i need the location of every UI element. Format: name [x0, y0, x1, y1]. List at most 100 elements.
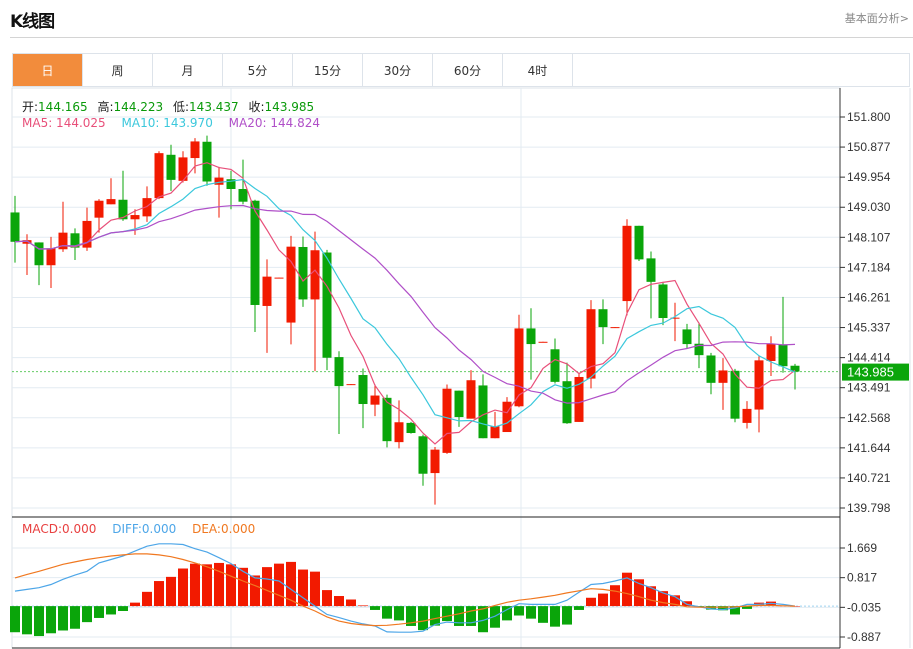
- candle: [634, 225, 644, 261]
- candle-body: [274, 277, 284, 279]
- macd-bar: [706, 606, 716, 610]
- ma5-legend: MA5: 144.025: [22, 116, 106, 130]
- candle-body: [346, 384, 356, 386]
- price-tick-label: 145.337: [847, 321, 891, 335]
- price-tick-label: 140.721: [847, 471, 891, 485]
- current-price-label: 143.985: [847, 365, 894, 380]
- candle: [394, 400, 404, 449]
- candle-body: [166, 154, 176, 180]
- candle-body: [634, 225, 644, 260]
- macd-legend: MACD:0.000 DIFF:0.000 DEA:0.000: [22, 522, 261, 536]
- candle-body: [22, 240, 32, 244]
- macd-bar: [670, 595, 680, 607]
- macd-bar: [682, 601, 692, 607]
- candle: [586, 300, 596, 389]
- macd-tick-label: -0.887: [847, 630, 881, 644]
- candle: [22, 234, 32, 276]
- page-title: K线图: [10, 12, 55, 32]
- tab-week[interactable]: 周: [83, 54, 153, 86]
- candle: [778, 296, 788, 373]
- price-tick-label: 141.644: [847, 441, 891, 455]
- macd-bar: [466, 606, 476, 626]
- macd-bar: [166, 576, 176, 607]
- diff-line: [14, 543, 796, 633]
- candle: [274, 277, 284, 279]
- candle-body: [106, 199, 116, 205]
- candle: [574, 372, 584, 422]
- candle: [154, 151, 164, 200]
- macd-bar: [526, 606, 536, 619]
- tab-4hour[interactable]: 4时: [503, 54, 573, 86]
- candle: [106, 178, 116, 205]
- macd-bar: [46, 606, 56, 634]
- ma10-legend: MA10: 143.970: [121, 116, 213, 130]
- price-tick-label: 144.414: [847, 351, 891, 365]
- candle-body: [298, 246, 308, 300]
- macd-tick-label: 1.669: [847, 541, 877, 555]
- macd-bar: [346, 599, 356, 607]
- macd-bar: [394, 606, 404, 621]
- macd-bar: [154, 581, 164, 607]
- candle: [322, 249, 332, 371]
- macd-bar: [742, 606, 752, 609]
- macd-bar: [550, 606, 560, 627]
- candle-body: [130, 215, 140, 220]
- candle: [442, 384, 452, 454]
- candle-body: [394, 422, 404, 443]
- macd-bar: [730, 606, 740, 615]
- macd-bar: [622, 572, 632, 607]
- candle-body: [694, 343, 704, 356]
- candle: [610, 327, 620, 329]
- macd-tick-label: -0.035: [847, 600, 881, 614]
- candle: [46, 236, 56, 289]
- tab-60min[interactable]: 60分: [433, 54, 503, 86]
- tab-5min[interactable]: 5分: [223, 54, 293, 86]
- chart-frame: [11, 87, 841, 649]
- candle-body: [70, 233, 80, 248]
- candle: [478, 374, 488, 439]
- candle-body: [34, 242, 44, 266]
- macd-bar: [634, 579, 644, 607]
- macd-bar: [94, 606, 104, 618]
- macd-bar: [310, 571, 320, 607]
- candle-body: [574, 376, 584, 422]
- tab-30min[interactable]: 30分: [363, 54, 433, 86]
- high-label: 高:: [97, 100, 114, 114]
- candle: [226, 170, 236, 210]
- candle-body: [190, 141, 200, 159]
- candle-body: [778, 344, 788, 367]
- candle-body: [610, 327, 620, 329]
- candle-body: [562, 381, 572, 424]
- candle-body: [322, 252, 332, 358]
- candle-body: [82, 220, 92, 248]
- candle-body: [154, 153, 164, 199]
- macd-bar: [130, 602, 140, 607]
- candle: [670, 302, 680, 342]
- macd-bar: [478, 606, 488, 633]
- macd-bar: [190, 563, 200, 607]
- tab-month[interactable]: 月: [153, 54, 223, 86]
- macd-bar: [262, 567, 272, 607]
- macd-bar: [298, 569, 308, 607]
- candle-body: [430, 449, 440, 474]
- candle-body: [766, 344, 776, 362]
- candle-body: [718, 370, 728, 383]
- candle-body: [550, 349, 560, 382]
- price-tick-label: 149.030: [847, 200, 891, 214]
- macd-bar: [490, 606, 500, 628]
- candle: [202, 135, 212, 186]
- candle-body: [670, 317, 680, 319]
- macd-bar: [250, 575, 260, 607]
- candle-body: [286, 246, 296, 323]
- tab-15min[interactable]: 15分: [293, 54, 363, 86]
- candle-body: [358, 375, 368, 405]
- candle-body: [118, 199, 128, 220]
- macd-bar: [22, 606, 32, 635]
- macd-bar: [58, 606, 68, 631]
- candle: [490, 411, 500, 439]
- candle: [466, 370, 476, 419]
- fundamental-analysis-link[interactable]: 基本面分析>: [844, 12, 909, 25]
- tab-day[interactable]: 日: [13, 54, 83, 86]
- candle: [550, 338, 560, 384]
